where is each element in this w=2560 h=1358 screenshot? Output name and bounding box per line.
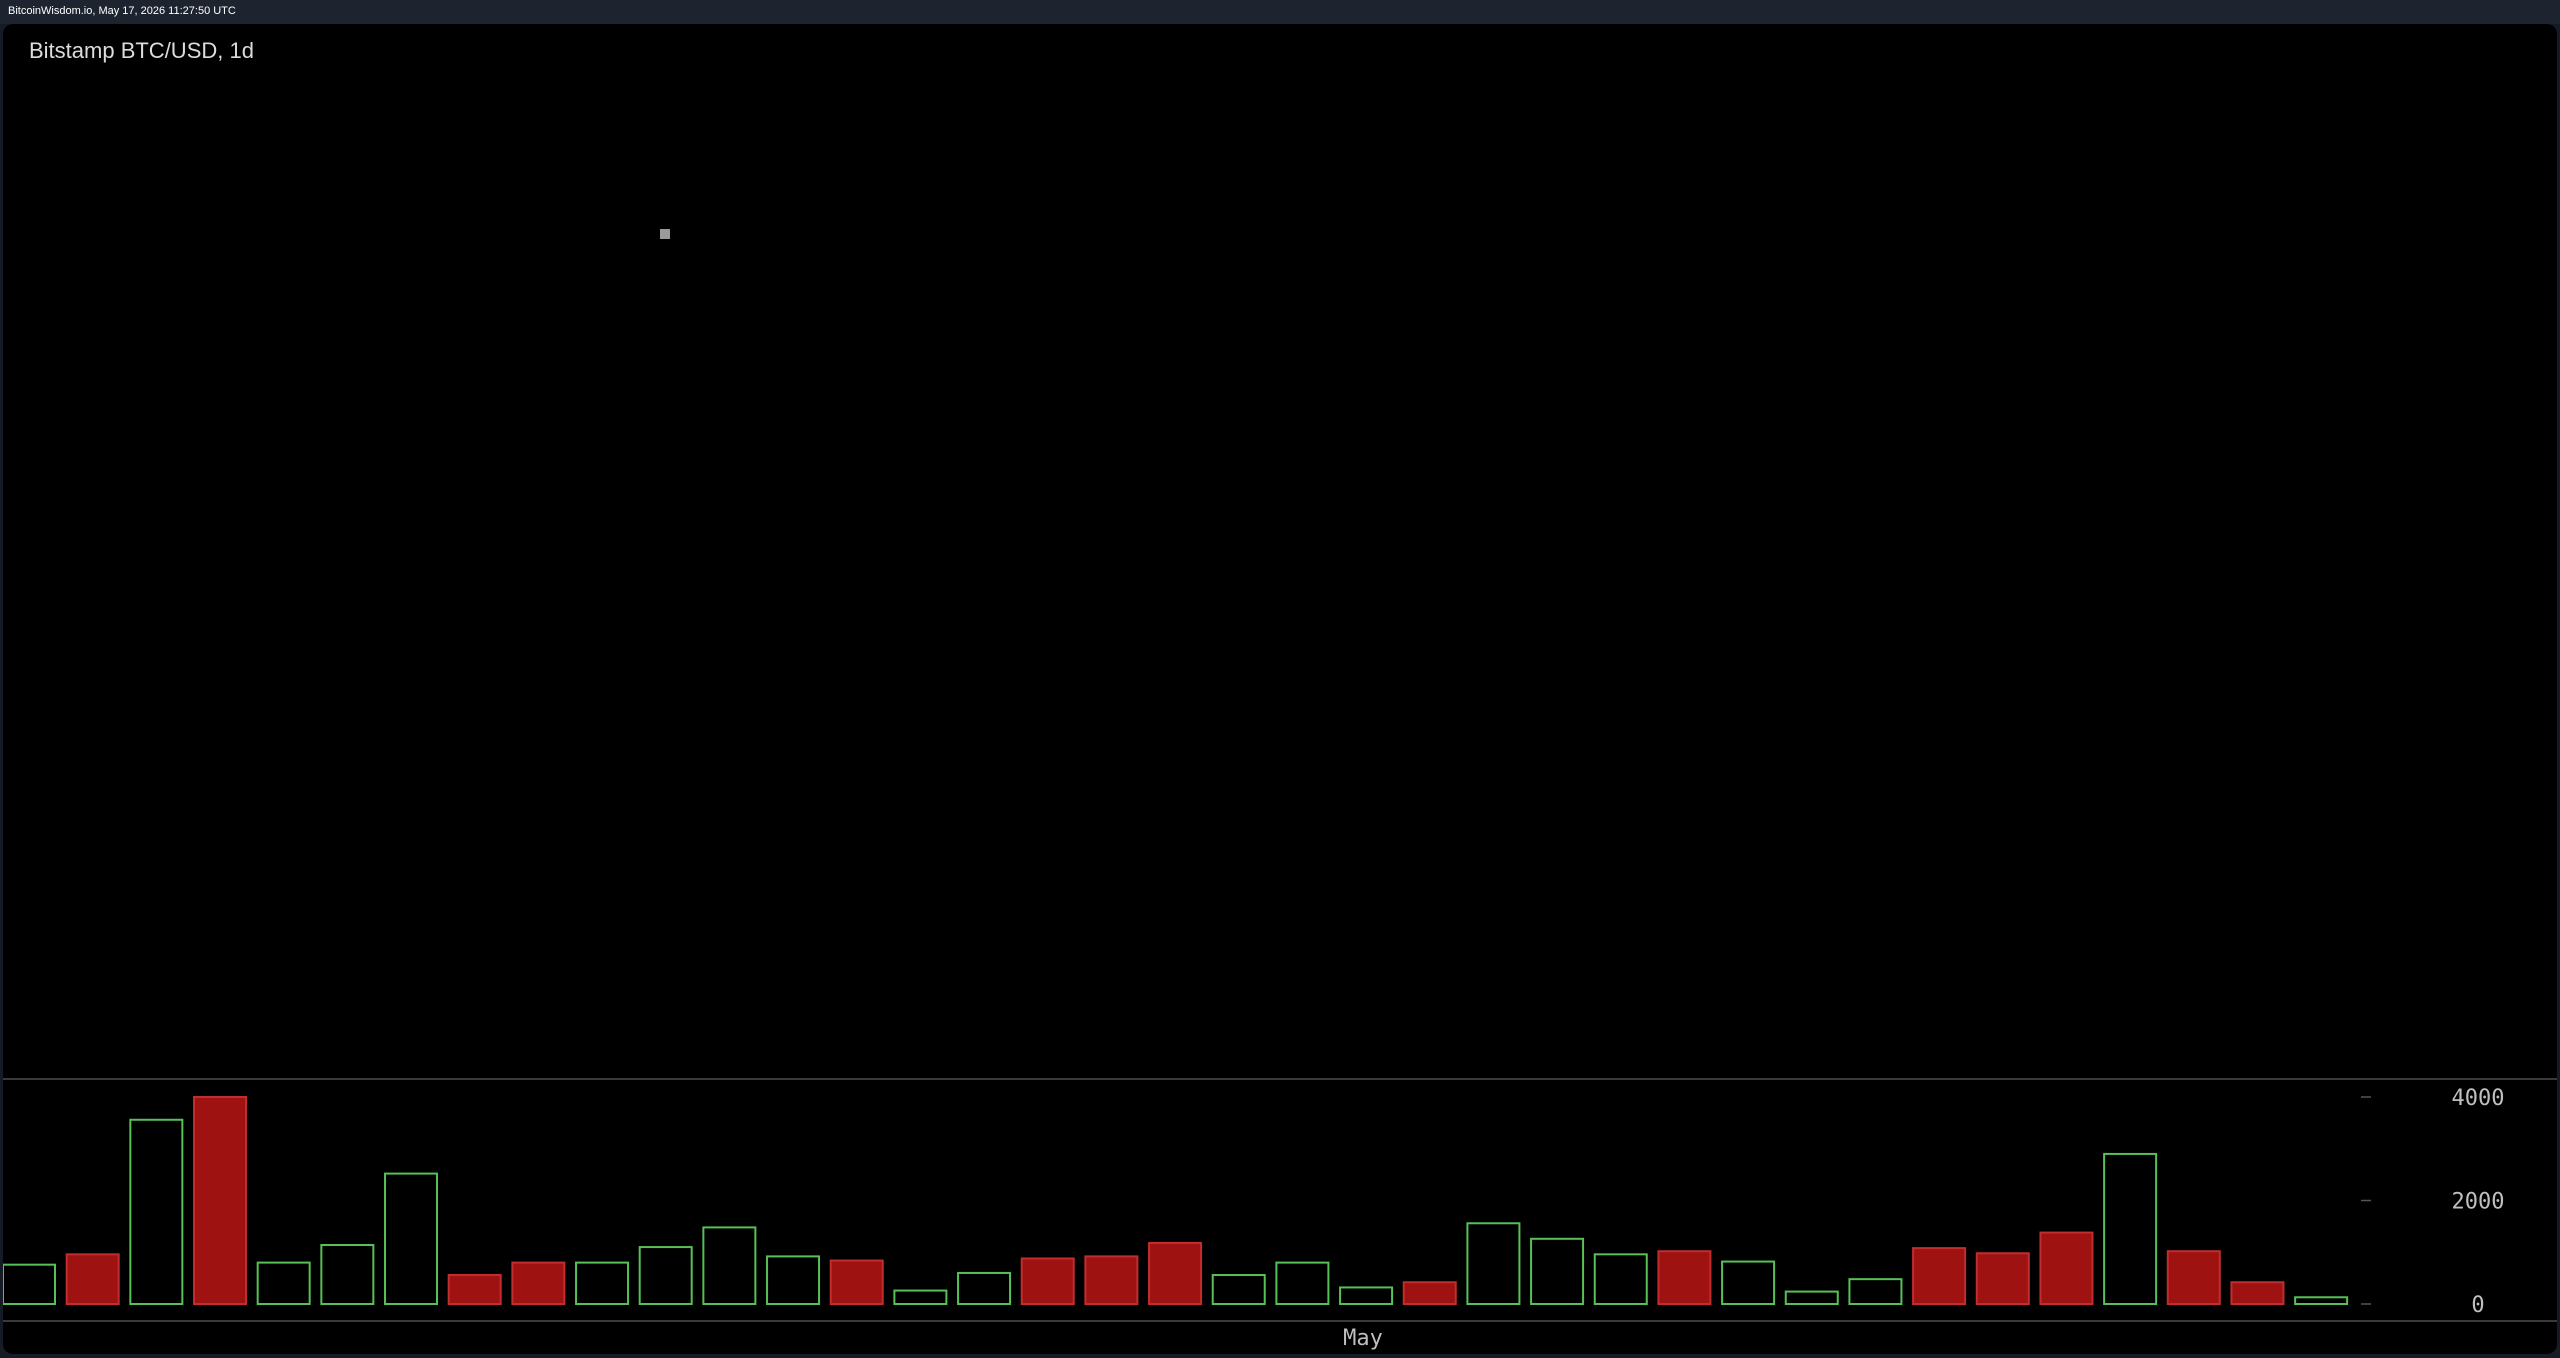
time-axis: May xyxy=(1343,1326,1383,1351)
volume-bar xyxy=(893,1289,948,1306)
volume-bar xyxy=(447,1274,502,1306)
volume-bar xyxy=(766,1255,821,1306)
volume-bar xyxy=(1211,1274,1266,1306)
volume-bar xyxy=(1975,1252,2030,1306)
volume-bar xyxy=(1466,1222,1521,1306)
annotations-layer: 82833 →← 70526 xyxy=(660,229,670,239)
volume-bar xyxy=(129,1118,184,1306)
volume-bar xyxy=(1848,1278,1903,1306)
volume-bar xyxy=(1020,1257,1075,1305)
volume-bar xyxy=(1593,1253,1648,1305)
time-tick-label: May xyxy=(1343,1326,1383,1351)
volume-bar xyxy=(1339,1286,1394,1305)
volume-bar xyxy=(2294,1296,2349,1305)
volume-bar xyxy=(1275,1261,1330,1305)
volume-axis: 0 2000 4000 xyxy=(2361,1086,2504,1318)
volume-bar xyxy=(1784,1290,1839,1305)
volume-bar xyxy=(575,1261,630,1305)
volume-bar xyxy=(829,1259,884,1306)
volume-bar xyxy=(3,1263,56,1306)
chart-panel[interactable]: Bitstamp BTC/USD, 1d 7000071000720007300… xyxy=(3,24,2557,1354)
volume-tick-label: 0 xyxy=(2471,1293,2484,1318)
volume-bar xyxy=(384,1172,439,1305)
volume-bar xyxy=(1148,1241,1203,1306)
volume-bar xyxy=(2166,1250,2221,1305)
volume-bar xyxy=(1402,1281,1457,1306)
volume-bar xyxy=(511,1261,566,1305)
volume-bar xyxy=(2230,1281,2285,1306)
volume-bar xyxy=(2103,1152,2158,1306)
chart-title: Bitstamp BTC/USD, 1d xyxy=(29,38,254,63)
volume-bar xyxy=(65,1253,120,1305)
status-line: BitcoinWisdom.io, May 17, 2026 11:27:50 … xyxy=(8,5,236,17)
volume-bar xyxy=(638,1246,693,1305)
volume-bar xyxy=(2039,1231,2094,1305)
volume-bar xyxy=(957,1271,1012,1305)
volume-bar xyxy=(1530,1237,1585,1306)
volume-layer xyxy=(3,1096,2349,1306)
volume-bar xyxy=(320,1244,375,1306)
volume-tick-label: 2000 xyxy=(2452,1190,2505,1215)
volume-bar xyxy=(1657,1250,1712,1305)
volume-bar xyxy=(193,1096,248,1305)
volume-tick-label: 4000 xyxy=(2452,1086,2505,1111)
top-status-bar: BitcoinWisdom.io, May 17, 2026 11:27:50 … xyxy=(0,0,2560,24)
volume-bar xyxy=(256,1261,311,1305)
volume-bar xyxy=(1721,1260,1776,1305)
volume-bar xyxy=(1912,1247,1967,1305)
marker-dot xyxy=(660,229,670,239)
candlestick-chart[interactable]: 7000071000720007300074000750007600077000… xyxy=(3,24,2557,1354)
volume-bar xyxy=(1084,1255,1139,1306)
volume-bar xyxy=(702,1226,757,1306)
